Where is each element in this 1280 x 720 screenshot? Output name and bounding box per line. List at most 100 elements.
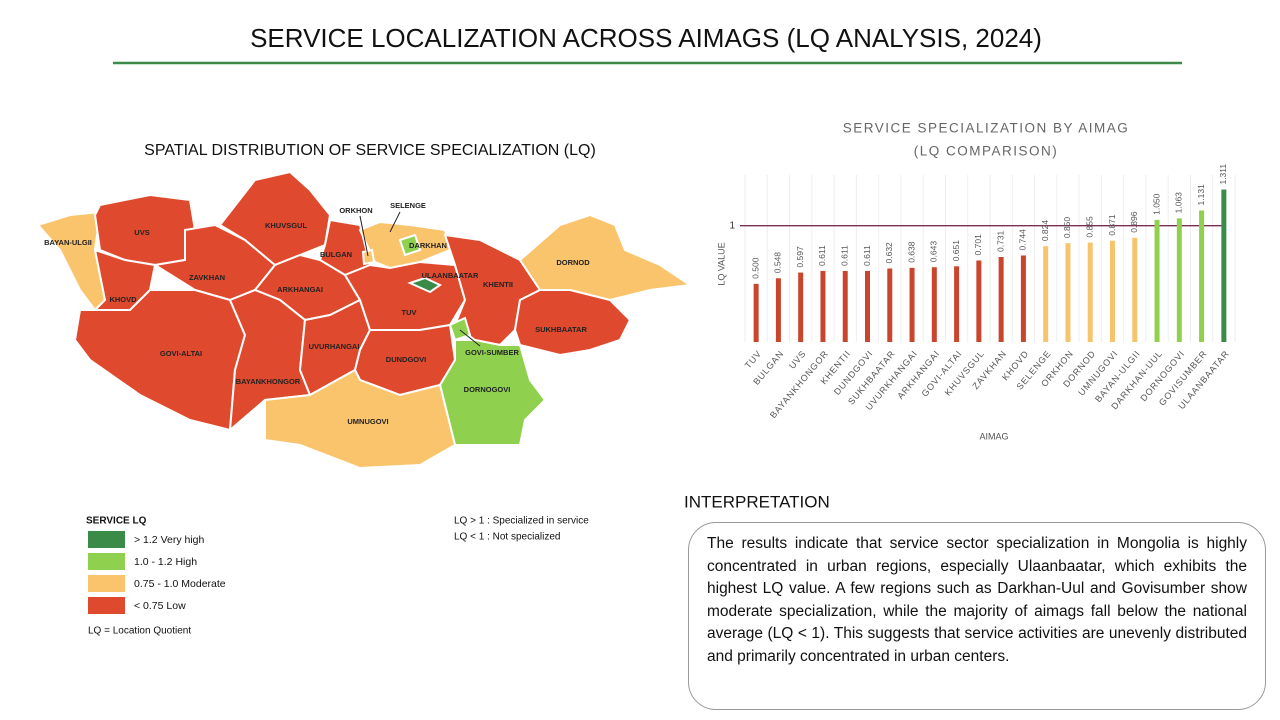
- legend-label: > 1.2 Very high: [134, 534, 205, 546]
- bar: [1110, 240, 1115, 342]
- region-label: UMNUGOVI: [347, 417, 388, 426]
- bar: [1020, 255, 1026, 342]
- bar: [1221, 189, 1227, 342]
- chart: 10.500TUV0.548BULGAN0.597UVS0.611BAYANKH…: [729, 164, 1236, 420]
- region-label: BAYAN-ULGII: [44, 238, 92, 247]
- value-label: 0.871: [1107, 214, 1117, 236]
- region-label: TUV: [402, 308, 417, 317]
- region-label: ORKHON: [339, 206, 372, 215]
- chart-title: (LQ COMPARISON): [914, 144, 1059, 159]
- value-label: 0.701: [973, 234, 983, 256]
- value-label: 1.063: [1174, 192, 1184, 214]
- value-label: 0.643: [929, 241, 939, 263]
- value-label: 0.597: [795, 246, 805, 268]
- map-labels: BAYAN-ULGII UVS KHOVD ZAVKHAN KHUVSGUL B…: [44, 201, 590, 426]
- region: [398, 233, 422, 257]
- region: [518, 213, 693, 302]
- region-label: GOVI-ALTAI: [160, 349, 202, 358]
- bar: [842, 270, 848, 342]
- value-label: 0.632: [884, 242, 894, 264]
- region-label: ULAANBAATAR: [422, 271, 479, 280]
- region-label: KHUVSGUL: [265, 221, 308, 230]
- legend-label: 1.0 - 1.2 High: [134, 556, 197, 568]
- bar: [1154, 219, 1160, 342]
- region-label: DORNOD: [556, 258, 590, 267]
- value-label: 0.824: [1040, 220, 1050, 242]
- x-axis-label: AIMAG: [979, 431, 1008, 441]
- interpretation-heading: INTERPRETATION: [684, 492, 830, 511]
- y-axis-label: LQ VALUE: [716, 242, 726, 285]
- bar: [1087, 242, 1093, 342]
- chart-title: SERVICE SPECIALIZATION BY AIMAG: [843, 121, 1130, 136]
- value-label: 0.611: [862, 245, 872, 266]
- region: [361, 248, 376, 266]
- note: LQ < 1 : Not specialized: [454, 532, 560, 543]
- region-label: DORNOGOVI: [464, 385, 511, 394]
- value-label: 0.548: [773, 252, 783, 274]
- value-label: 0.850: [1062, 217, 1072, 239]
- x-tick-label: TUV: [743, 348, 764, 370]
- bar: [820, 270, 826, 342]
- value-label: 1.131: [1196, 184, 1206, 206]
- legend-title: SERVICE LQ: [86, 516, 147, 527]
- bar: [931, 267, 937, 342]
- value-label: 1.050: [1151, 193, 1161, 215]
- region-label: DUNDGOVI: [386, 355, 426, 364]
- value-label: 1.311: [1218, 164, 1228, 185]
- legend-swatch: [88, 597, 125, 614]
- value-label: 0.500: [750, 257, 760, 279]
- callouts: [359, 211, 481, 347]
- value-label: 0.731: [995, 230, 1005, 252]
- bar: [976, 260, 982, 342]
- region-label: ZAVKHAN: [189, 273, 225, 282]
- map-title: SPATIAL DISTRIBUTION OF SERVICE SPECIALI…: [144, 142, 596, 159]
- legend-label: < 0.75 Low: [134, 600, 186, 612]
- region: [513, 289, 632, 357]
- region-label: BAYANKHONGOR: [236, 377, 301, 386]
- region-label: UVURHANGAI: [309, 342, 360, 351]
- region-label: UVS: [134, 228, 149, 237]
- value-label: 0.896: [1129, 211, 1139, 233]
- bar: [775, 278, 781, 342]
- value-label: 0.855: [1084, 216, 1094, 238]
- region: [36, 210, 107, 312]
- x-tick-label: UVS: [787, 348, 808, 370]
- bar: [1176, 218, 1182, 342]
- bar: [1043, 246, 1049, 342]
- region-label: DARKHAN: [409, 241, 447, 250]
- legend-note: LQ = Location Quotient: [88, 626, 191, 637]
- note: LQ > 1 : Specialized in service: [454, 516, 589, 527]
- region-label: SELENGE: [390, 201, 426, 210]
- y-tick-label: 1: [729, 220, 735, 231]
- legend-swatch: [88, 553, 125, 570]
- value-label: 0.638: [906, 241, 916, 263]
- region-label: BULGAN: [320, 250, 352, 259]
- bar: [887, 268, 893, 342]
- region-label: KHENTII: [483, 280, 513, 289]
- region: [407, 276, 442, 294]
- map: [36, 170, 693, 470]
- legend-label: 0.75 - 1.0 Moderate: [134, 578, 226, 590]
- callout-line: [359, 215, 369, 257]
- bar: [909, 267, 915, 342]
- region-label: KHOVD: [109, 295, 137, 304]
- region-label: SUKHBAATAR: [535, 325, 587, 334]
- interpretation-text: The results indicate that service sector…: [688, 522, 1266, 710]
- callout-line: [389, 211, 401, 233]
- bar: [798, 272, 804, 342]
- legend-swatch: [88, 531, 125, 548]
- region: [264, 368, 457, 470]
- bar: [1199, 210, 1205, 342]
- bar: [954, 266, 960, 342]
- value-label: 0.611: [839, 245, 849, 266]
- value-label: 0.651: [951, 240, 961, 262]
- region: [73, 289, 247, 432]
- bar: [1132, 237, 1138, 342]
- bar: [998, 256, 1004, 342]
- value-label: 0.611: [817, 245, 827, 266]
- callout-line: [459, 329, 481, 347]
- region-label: ARKHANGAI: [277, 285, 323, 294]
- bar: [1065, 243, 1071, 342]
